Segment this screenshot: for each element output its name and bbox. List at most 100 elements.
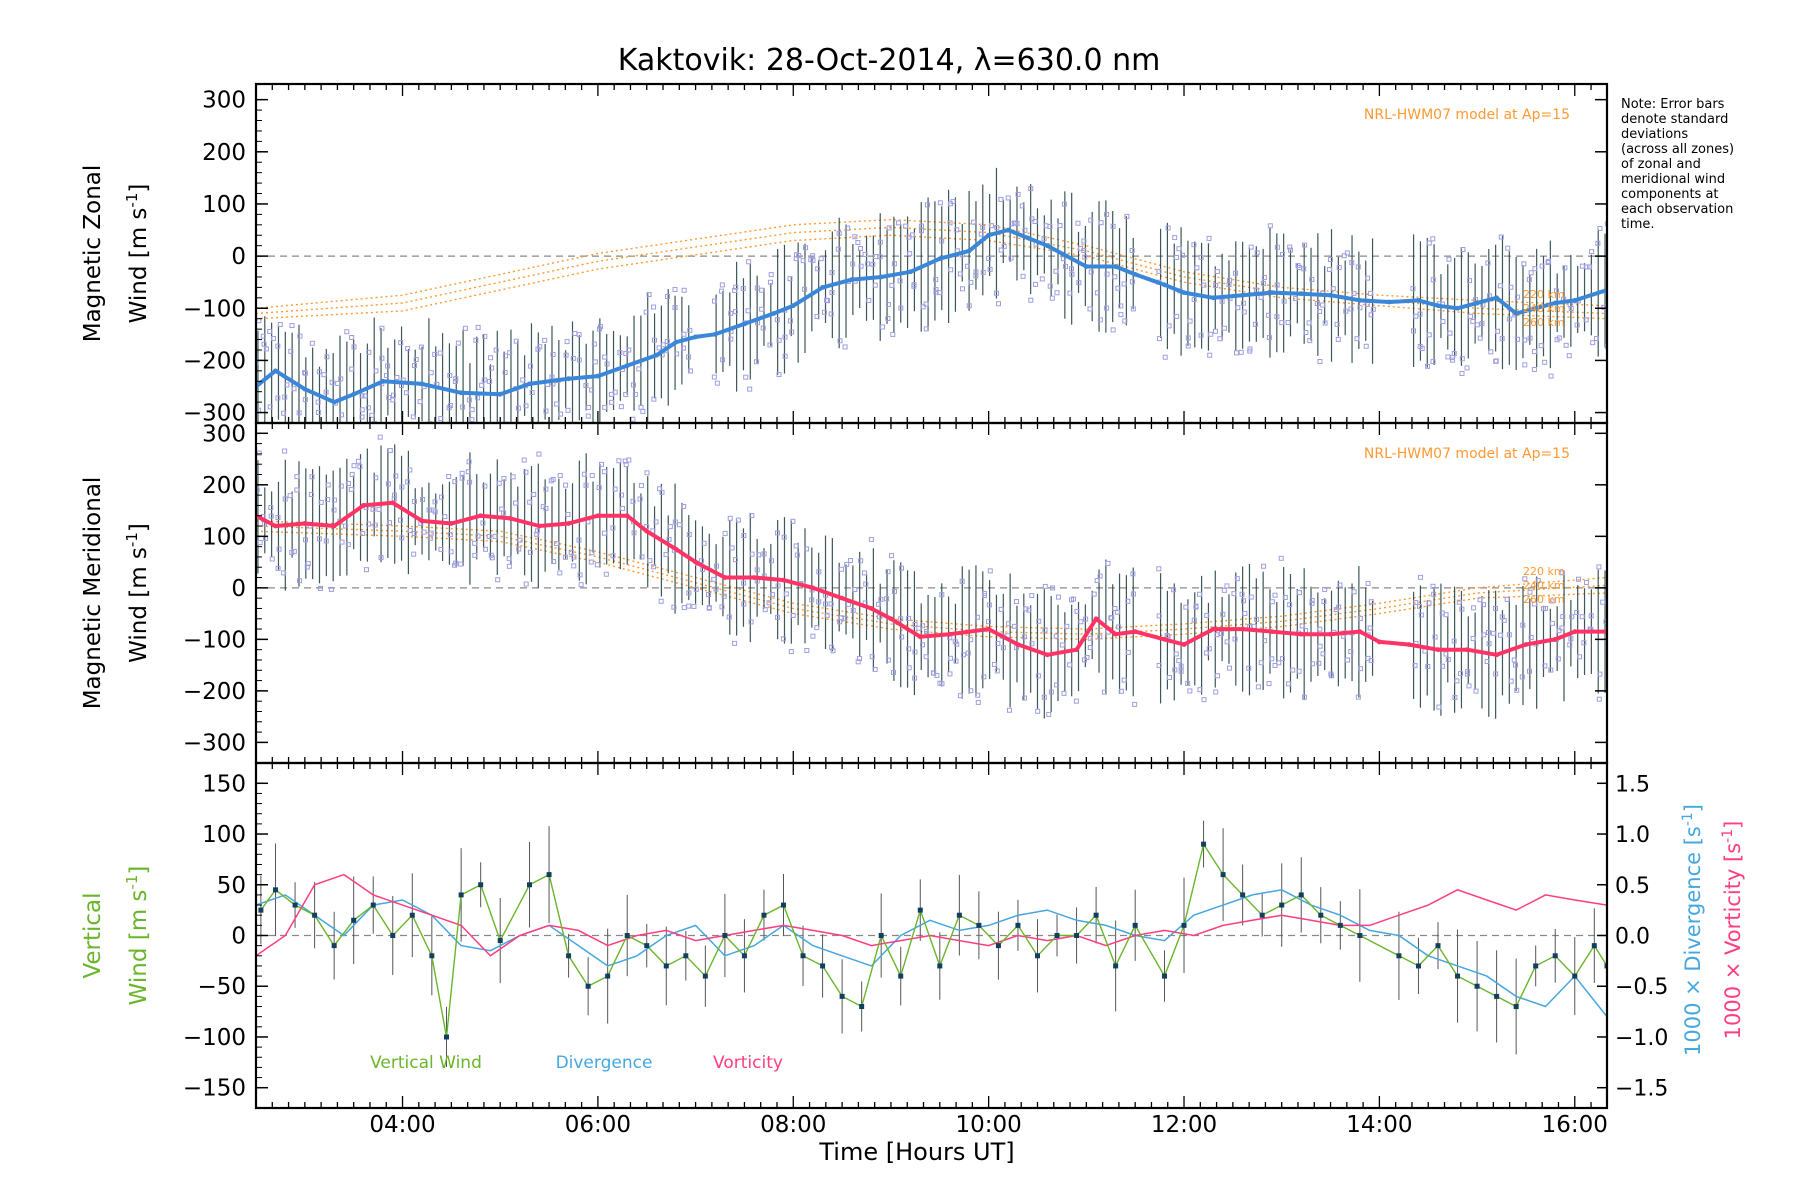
y-axis-label-line1: Magnetic Meridional bbox=[80, 477, 106, 710]
scatter-point bbox=[1059, 642, 1065, 648]
scatter-point bbox=[974, 614, 980, 620]
scatter-point bbox=[282, 496, 288, 502]
scatter-point bbox=[452, 378, 458, 384]
figure-title: Kaktovik: 28-Oct-2014, λ=630.0 nm bbox=[618, 43, 1161, 78]
scatter-point bbox=[918, 228, 924, 234]
scatter-point bbox=[714, 563, 720, 569]
scatter-point bbox=[1162, 354, 1168, 360]
scatter-point bbox=[1212, 328, 1218, 334]
y-tick-label: 200 bbox=[202, 140, 246, 166]
scatter-point bbox=[1445, 656, 1451, 662]
vertical-wind-point bbox=[1113, 963, 1119, 969]
scatter-point bbox=[281, 410, 287, 416]
scatter-point bbox=[959, 578, 965, 584]
scatter-point bbox=[810, 257, 816, 263]
scatter-point bbox=[284, 382, 290, 388]
scatter-point bbox=[1555, 656, 1561, 662]
scatter-point bbox=[686, 603, 692, 609]
scatter-point bbox=[660, 342, 666, 348]
scatter-point bbox=[636, 366, 642, 372]
mean-wind-point bbox=[673, 546, 679, 552]
scatter-point bbox=[626, 347, 632, 353]
scatter-point bbox=[728, 310, 734, 316]
scatter-point bbox=[1317, 626, 1323, 632]
scatter-point bbox=[1012, 623, 1018, 629]
y-axis-label-line1: Vertical bbox=[80, 892, 106, 978]
scatter-point bbox=[1546, 258, 1552, 264]
mean-wind-point bbox=[331, 523, 337, 529]
scatter-point bbox=[681, 331, 687, 337]
scatter-point bbox=[741, 533, 747, 539]
scatter-point bbox=[890, 331, 896, 337]
y-tick-label: 0 bbox=[231, 924, 246, 950]
scatter-point bbox=[1234, 350, 1240, 356]
mean-wind-point bbox=[331, 399, 337, 405]
scatter-point bbox=[876, 601, 882, 607]
scatter-point bbox=[1176, 246, 1182, 252]
scatter-point bbox=[1604, 221, 1607, 227]
scatter-point bbox=[318, 499, 324, 505]
scatter-point bbox=[1091, 591, 1097, 597]
mean-wind-point bbox=[966, 248, 972, 254]
scatter-point bbox=[308, 492, 314, 498]
scatter-point bbox=[1029, 593, 1035, 599]
scatter-point bbox=[1542, 663, 1548, 669]
scatter-point bbox=[302, 537, 308, 543]
scatter-point bbox=[1317, 643, 1323, 649]
mean-wind-point bbox=[1494, 295, 1500, 301]
mean-wind-point bbox=[986, 626, 992, 632]
scatter-point bbox=[1081, 247, 1087, 253]
scatter-point bbox=[776, 372, 782, 378]
mean-wind-point bbox=[536, 523, 542, 529]
scatter-point bbox=[664, 338, 670, 344]
scatter-point bbox=[1528, 270, 1534, 276]
scatter-point bbox=[810, 253, 816, 259]
scatter-point bbox=[886, 225, 892, 231]
scatter-point bbox=[1261, 274, 1267, 280]
note-line: of zonal and bbox=[1621, 157, 1701, 172]
scatter-point bbox=[1412, 663, 1418, 669]
scatter-point bbox=[1514, 336, 1520, 342]
scatter-point bbox=[403, 390, 409, 396]
scatter-point bbox=[576, 537, 582, 543]
scatter-point bbox=[842, 615, 848, 621]
mean-wind-point bbox=[917, 634, 923, 640]
y-tick-label: −300 bbox=[183, 730, 246, 756]
scatter-point bbox=[1594, 336, 1600, 342]
scatter-point bbox=[602, 404, 608, 410]
scatter-point bbox=[1105, 560, 1111, 566]
scatter-point bbox=[1355, 694, 1361, 700]
scatter-point bbox=[877, 239, 883, 245]
scatter-point bbox=[387, 447, 393, 453]
scatter-point bbox=[877, 254, 883, 260]
scatter-point bbox=[954, 227, 960, 233]
scatter-point bbox=[1198, 254, 1204, 260]
scatter-point bbox=[783, 591, 789, 597]
scatter-point bbox=[884, 596, 890, 602]
scatter-point bbox=[1514, 687, 1520, 693]
scatter-point bbox=[349, 334, 355, 340]
scatter-point bbox=[583, 482, 589, 488]
scatter-point bbox=[1104, 271, 1110, 277]
vertical-wind-point bbox=[273, 887, 279, 893]
scatter-point bbox=[488, 552, 494, 558]
scatter-point bbox=[814, 625, 820, 631]
scatter-point bbox=[1214, 632, 1220, 638]
mean-wind-point bbox=[1474, 300, 1480, 306]
scatter-point bbox=[1430, 277, 1436, 283]
scatter-point bbox=[297, 333, 303, 339]
scatter-point bbox=[959, 286, 965, 292]
scatter-point bbox=[618, 404, 624, 410]
scatter-point bbox=[1596, 564, 1602, 570]
scatter-point bbox=[1512, 662, 1518, 668]
scatter-point bbox=[1112, 274, 1118, 280]
scatter-point bbox=[1553, 288, 1559, 294]
scatter-point bbox=[991, 661, 997, 667]
scatter-point bbox=[885, 657, 891, 663]
scatter-point bbox=[282, 394, 288, 400]
mean-wind-point bbox=[781, 577, 786, 583]
scatter-point bbox=[1447, 330, 1453, 336]
scatter-point bbox=[1232, 636, 1238, 642]
mean-wind-point bbox=[1455, 305, 1460, 311]
scatter-point bbox=[998, 606, 1004, 612]
